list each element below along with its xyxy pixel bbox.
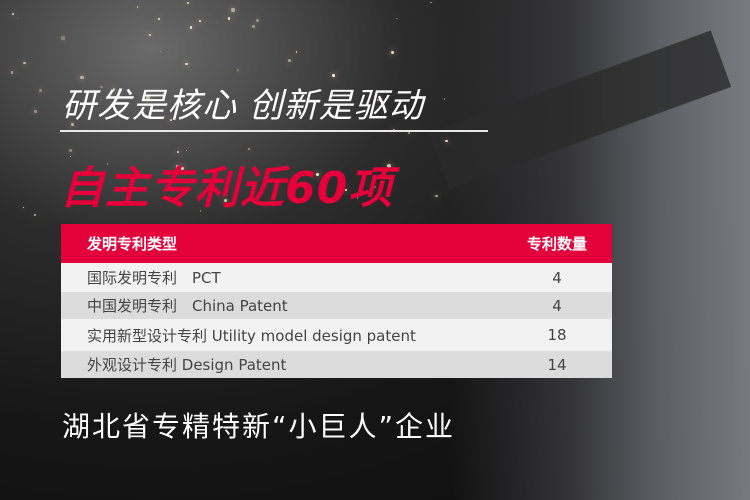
spark: [287, 58, 291, 63]
header-count: 专利数量: [526, 235, 587, 253]
spark: [69, 148, 73, 152]
table-row: 实用新型设计专利 Utility model design patent 18: [61, 319, 612, 351]
headline: 研发是核心 创新是驱动: [62, 86, 424, 126]
spark: [180, 166, 184, 170]
spark: [71, 123, 75, 127]
spark: [445, 139, 449, 143]
footer-text: 湖北省专精特新“小巨人”企业: [62, 410, 456, 443]
spark: [396, 18, 398, 20]
subheadline: 自主专利近60项: [60, 163, 394, 214]
table-row: 外观设计专利 Design Patent 14: [61, 351, 612, 378]
row-type: 外观设计专利 Design Patent: [87, 356, 287, 374]
spark: [199, 210, 202, 212]
spark: [249, 198, 252, 201]
spark: [443, 98, 446, 100]
row-count: 4: [552, 296, 562, 315]
spark: [397, 103, 400, 106]
spark: [224, 199, 228, 203]
spark: [373, 185, 377, 189]
spark: [186, 1, 190, 5]
row-count: 14: [547, 355, 567, 374]
spark: [408, 131, 411, 134]
spark: [199, 194, 203, 197]
spark: [100, 85, 103, 88]
row-count: 18: [547, 326, 567, 344]
spark: [231, 7, 236, 12]
spark: [237, 69, 240, 71]
spark: [16, 17, 19, 20]
spark: [23, 61, 26, 64]
table-row: 国际发明专利 PCT 4: [61, 263, 612, 292]
spark: [34, 109, 38, 113]
spark: [185, 149, 187, 151]
spark: [10, 71, 14, 74]
spark: [146, 96, 151, 101]
row-type: 国际发明专利 PCT: [87, 269, 221, 287]
spark: [295, 51, 298, 53]
spark: [184, 62, 188, 66]
spark: [136, 6, 139, 9]
header-type: 发明专利类型: [87, 235, 178, 253]
spark: [227, 17, 231, 20]
spark: [344, 188, 347, 191]
row-count: 4: [552, 268, 562, 287]
spark: [22, 206, 25, 209]
patent-table: 发明专利类型 专利数量 国际发明专利 PCT 4 中国发明专利 China Pa…: [61, 224, 612, 378]
table-row: 中国发明专利 China Patent 4: [61, 292, 612, 319]
spark: [177, 150, 179, 153]
row-type: 实用新型设计专利 Utility model design patent: [87, 326, 416, 345]
spark: [377, 99, 380, 102]
spark: [100, 99, 103, 101]
spark: [391, 50, 395, 54]
row-type: 中国发明专利 China Patent: [87, 297, 288, 315]
spark: [332, 74, 335, 77]
spark: [38, 88, 42, 92]
spark: [198, 19, 202, 23]
spark: [169, 118, 173, 122]
spark: [148, 33, 152, 37]
spark: [80, 75, 84, 80]
spark: [252, 25, 255, 28]
spark: [316, 173, 319, 176]
spark: [160, 50, 162, 52]
spark: [69, 155, 71, 157]
spark: [247, 147, 250, 151]
spark: [33, 214, 37, 217]
spark: [255, 18, 260, 23]
divider: [60, 130, 488, 132]
spark: [157, 17, 160, 20]
spark: [176, 165, 180, 169]
spark: [106, 163, 109, 166]
spark: [435, 194, 438, 198]
spark: [189, 26, 193, 30]
spark: [61, 36, 65, 40]
spark: [430, 1, 433, 4]
table-header: 发明专利类型 专利数量: [61, 224, 612, 263]
spark: [387, 164, 391, 169]
spark: [112, 88, 116, 91]
spark: [12, 13, 15, 16]
spark: [356, 197, 359, 199]
spark: [166, 102, 168, 104]
